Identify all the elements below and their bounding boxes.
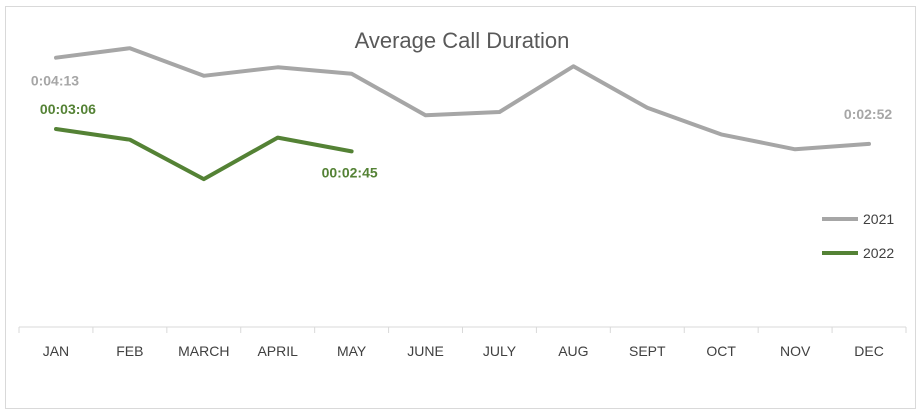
x-tick-label: OCT [706,343,736,359]
series-lines [54,46,871,182]
x-tick-label: JAN [43,343,69,359]
x-tick-label: APRIL [257,343,298,359]
x-tick-label: AUG [558,343,588,359]
x-tick-label: MARCH [178,343,229,359]
data-label-2021: 0:02:52 [844,106,892,122]
x-tick-label: JUNE [407,343,444,359]
data-labels: 0:04:13 0:02:52 00:03:06 00:02:45 [31,73,893,181]
x-tick-label: MAY [337,343,367,359]
x-tick-label: FEB [116,343,143,359]
chart-title: Average Call Duration [355,28,570,53]
legend-label: 2021 [863,211,894,227]
data-label-2021: 0:04:13 [31,73,79,89]
x-axis-labels: JAN FEB MARCH APRIL MAY JUNE JULY AUG SEPT OCT NOV… [43,343,884,359]
x-tick-label: JULY [483,343,517,359]
x-tick-label: SEPT [629,343,666,359]
data-label-2022: 00:02:45 [322,164,378,180]
legend: 2021 2022 [822,211,894,261]
x-tick-label: DEC [854,343,884,359]
x-tick-label: NOV [780,343,811,359]
chart-frame [5,6,916,409]
data-label-2022: 00:03:06 [40,101,96,117]
x-axis-ticks [18,327,907,333]
series-line-2021 [54,46,871,152]
legend-label: 2022 [863,245,894,261]
series-line-2022 [54,127,354,182]
